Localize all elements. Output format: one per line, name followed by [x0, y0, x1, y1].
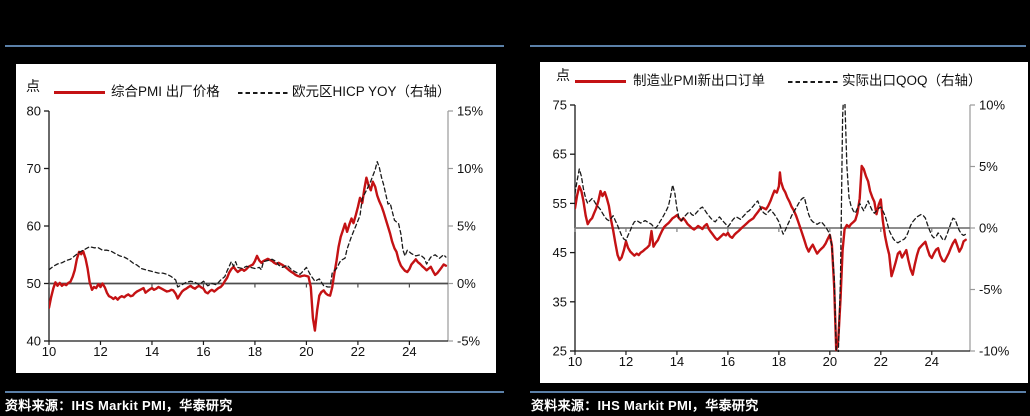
y-axis-right-tick-label: -10%: [979, 344, 1010, 359]
y-axis-left-tick-label: 35: [553, 294, 567, 309]
y-axis-right-tick-label: 15%: [457, 104, 483, 119]
y-axis-left-tick-label: 60: [27, 219, 41, 234]
x-axis-tick-label: 16: [721, 354, 735, 369]
y-axis-left-tick-label: 40: [27, 334, 41, 349]
y-axis-right-tick-label: 10%: [457, 161, 483, 176]
legend-swatch-solid-left: [54, 91, 105, 94]
series-pmi-line: [575, 164, 967, 352]
legend-label-real-export-qoq: 实际出口QOQ（右轴）: [842, 73, 982, 88]
y-axis-right-tick-label: 5%: [457, 219, 476, 234]
divider-top-left: [5, 45, 504, 48]
line-chart-left: 80 70 60 50 40 15% 10% 5% 0% -5% 10 12 14 16 18 20 22 24: [27, 104, 484, 360]
x-axis-tick-label: 18: [772, 354, 786, 369]
y-axis-left-tick-label: 80: [27, 104, 41, 119]
legend-swatch-dashed-left: [238, 92, 288, 94]
y-axis-right-tick-label: 0%: [457, 276, 476, 291]
x-axis-tick-label: 14: [670, 354, 684, 369]
y-axis-right-tick-label: 10%: [979, 98, 1005, 113]
y-axis-left-tick-label: 50: [27, 276, 41, 291]
chart-panel-right: 点 制造业PMI新出口订单 实际出口QOQ（右轴） 75 65 55 45 35 25 10…: [540, 62, 1028, 383]
legend-swatch-dashed-right: [788, 81, 838, 83]
series-pmi-line: [49, 176, 448, 332]
x-axis-tick-label: 22: [874, 354, 888, 369]
x-axis-tick-label: 12: [619, 354, 633, 369]
legend-label-pmi-output-price: 综合PMI 出厂价格: [111, 84, 220, 99]
divider-bottom-left: [5, 391, 504, 394]
divider-bottom-right: [530, 391, 1026, 394]
x-axis-tick-label: 22: [351, 344, 365, 359]
x-axis-tick-label: 14: [145, 344, 159, 359]
source-note-left: 资料来源：IHS Markit PMI，华泰研究: [5, 398, 233, 413]
legend-label-pmi-new-export-orders: 制造业PMI新出口订单: [633, 73, 766, 88]
line-chart-right: 75 65 55 45 35 25 10% 5% 0% -5% -10% 10 12 14 16 18 20 22…: [553, 98, 1010, 370]
x-axis-tick-label: 10: [568, 354, 582, 369]
x-axis-tick-label: 12: [93, 344, 107, 359]
y-axis-left-tick-label: 70: [27, 161, 41, 176]
x-axis-tick-label: 18: [248, 344, 262, 359]
series-dashed-line: [49, 160, 447, 288]
y-axis-unit-label-right: 点: [556, 67, 570, 83]
legend-swatch-solid-right: [575, 80, 626, 83]
x-axis-tick-label: 20: [823, 354, 837, 369]
x-axis-tick-label: 20: [299, 344, 313, 359]
y-axis-right-tick-label: -5%: [979, 282, 1003, 297]
x-axis-tick-label: 10: [42, 344, 56, 359]
source-note-right: 资料来源：IHS Markit PMI，华泰研究: [531, 398, 759, 413]
series-dashed-line: [575, 104, 967, 352]
legend-label-hicp-yoy: 欧元区HICP YOY（右轴）: [292, 84, 451, 99]
x-axis-tick-label: 24: [925, 354, 939, 369]
y-axis-right-tick-label: 0%: [979, 221, 998, 236]
y-axis-left-tick-label: 75: [553, 98, 567, 113]
y-axis-left-tick-label: 55: [553, 196, 567, 211]
chart-panel-left: 点 综合PMI 出厂价格 欧元区HICP YOY（右轴） 80 70 60 50 40 1…: [16, 64, 496, 373]
y-axis-left-tick-label: 25: [553, 344, 567, 359]
y-axis-right-tick-label: -5%: [457, 334, 481, 349]
y-axis-left-tick-label: 45: [553, 245, 567, 260]
x-axis-tick-label: 16: [196, 344, 210, 359]
y-axis-right-tick-label: 5%: [979, 159, 998, 174]
y-axis-unit-label-left: 点: [26, 78, 40, 94]
divider-top-right: [530, 45, 1026, 48]
x-axis-tick-label: 24: [402, 344, 416, 359]
y-axis-left-tick-label: 65: [553, 147, 567, 162]
